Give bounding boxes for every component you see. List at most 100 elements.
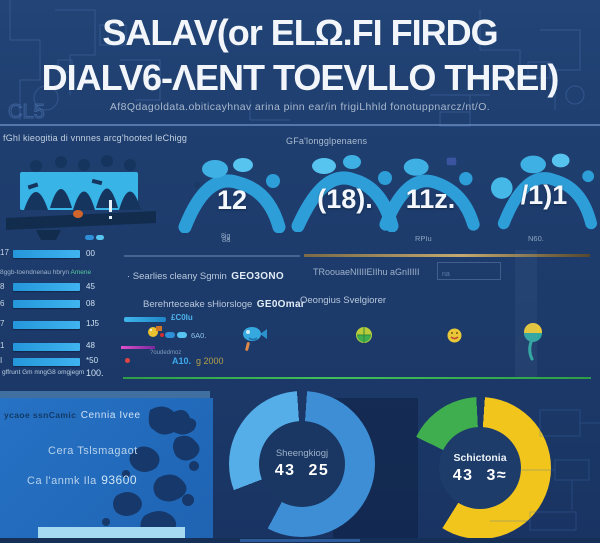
mini-note: ?oudedmoz [150,350,182,356]
bar-row-label: I [0,356,3,365]
bar [13,358,80,366]
bar-row-label: 6 [0,299,5,308]
stat-value: 11z. [405,184,456,214]
bar-chart-footer: gffrunt Gm mngG8 omgjegm [2,369,85,376]
bar [13,300,80,308]
circuit-decoration-icon [490,409,600,531]
mid-row: Berehrteceake sHiorsloge GE0Omar [143,294,305,312]
poster-title-line2: DIALV6-ΛENT TOEVLLO THREI) [41,57,560,98]
stat-item: 11z. [378,152,483,232]
bar-row-value: *50 [86,356,99,365]
red-dot [125,358,130,363]
panel-header-title: Cennia Ivee [80,410,141,421]
bar [13,283,80,291]
bar-row-value: 45 [86,282,95,291]
donut-center: Sheengkiogj 43 25 [259,421,345,507]
stat-figure-icon [379,157,480,231]
bar [13,250,80,258]
bar-chart-footer-value: 100. [86,368,104,378]
mid-row: · Searlies cleany Sgmin GEO3ONO [127,266,284,284]
donut-label: Schictonia [453,451,507,464]
svg-text:CL5: CL5 [8,101,45,123]
banner-divider [0,124,600,126]
orange-dash [244,341,251,352]
stat-item: /1)1 [490,150,598,230]
donut-chart-blue: Sheengkiogj 43 25 [229,391,375,537]
stat-value: (18). [317,184,373,214]
donut-value: 43 3≈ [452,466,508,484]
panel-header: ycaoe ssnCamic Cennia Ivee [4,405,141,423]
section-label-left: fGhl kieogitia di vnnnes arcg'hooted leC… [3,133,188,143]
stat-figure-icon [178,158,286,233]
bar-row-label: 17 [0,248,9,257]
bar-chart: 17 00 8ggb-toendnenau hbryn Amene 8 45 6… [0,245,115,385]
bar-chart-note-text: 8ggb-toendnenau hbryn [0,269,70,276]
panel-line2-text: Ca l'anmk Ila [27,475,97,487]
mini-year-prefix: ɡ [196,356,202,366]
ghost-input: na [437,262,501,280]
panel-line2-value: 93600 [101,473,138,487]
bar-row-value: 1J5 [86,319,99,328]
mid-row-bold: GEO3ONO [231,271,284,282]
panel-line2: Ca l'anmk Ila 93600 [27,471,137,489]
bottom-strip-segment [240,539,360,542]
people-group-icon [6,155,156,240]
stat-label: N60. [528,234,544,243]
donut-chart-green-yellow: Schictonia 43 3≈ [409,397,551,539]
stat-value: 12 [216,185,248,215]
decor-pill [85,235,94,240]
mid-row-text: · Searlies cleany Sgmin [127,271,227,282]
stat-figure-icon [291,155,399,232]
map-panel: ycaoe ssnCamic Cennia Ivee Cera Tslsmaga… [0,398,213,543]
bar-row-label: 1 [0,341,5,350]
divider-green [123,377,591,379]
bar-row-value: 08 [86,299,95,308]
stat-item: 12 [177,153,287,233]
tower-silhouette [515,250,537,378]
panel-top-strip [0,391,210,398]
mid-row-bold: GE0Omar [256,299,305,310]
poster-title-line1: SALAV(or ELΩ.FI FIRDG [102,12,498,53]
bar-chart-note-accent: Amene [70,269,92,276]
globe-coin-icon [356,327,372,343]
donut-label: Sheengkiogj [275,448,329,459]
circuit-decoration-icon: CL5 [8,0,585,127]
section-label-right: GFa'longglpenaens [286,136,368,146]
donut-value: 43 25 [274,462,330,479]
mini-metric3: A10. [172,356,192,366]
coin-face-icon [447,328,462,343]
mid-row-right: Oeongius Svelgiorer [300,295,387,306]
stat-value: /1)1 [520,180,568,210]
panel-line1: Cera Tslsmagaot [48,445,138,457]
bar-row-value: 00 [86,249,95,258]
mini-metric2: 6A0. [191,331,207,340]
fish-icon [243,327,267,341]
bar-row-label: 8 [0,282,5,291]
bar [13,321,80,329]
mini-bar [124,317,166,322]
divider-tan [304,254,590,257]
poster-subtitle: Af8Qdagoldata.obiticayhnav arina pinn ea… [109,101,491,113]
bar-row-label: 7 [0,319,5,328]
mid-row-right: TRoouaeNIIIIEIIhu aGnIIIII [313,267,420,277]
magenta-line [121,346,155,349]
balloon-pin-icon [524,323,542,361]
stat-label: 8a [222,235,231,244]
stat-figure-icon [490,153,598,230]
mini-year-value: 2000 [203,356,224,366]
ghost-input-value: na [442,271,450,278]
decor-pill [96,235,104,240]
mini-metric1: £C0Iu [171,313,193,322]
divider-blue [124,255,300,257]
mid-row-text: Berehrteceake sHiorsloge [143,299,253,310]
stat-label: RPIu [415,234,432,243]
bar-row-value: 48 [86,341,95,350]
mini-coins-icon [148,326,164,337]
donut-center: Schictonia 43 3≈ [439,427,521,509]
mid-tag: 8ig [221,233,231,240]
mini-year: ɡ 2000 [196,356,224,366]
bar [13,343,80,351]
bar-chart-note: 8ggb-toendnenau hbryn Amene [0,269,91,276]
panel-header-accent: ycaoe ssnCamic [4,410,77,420]
